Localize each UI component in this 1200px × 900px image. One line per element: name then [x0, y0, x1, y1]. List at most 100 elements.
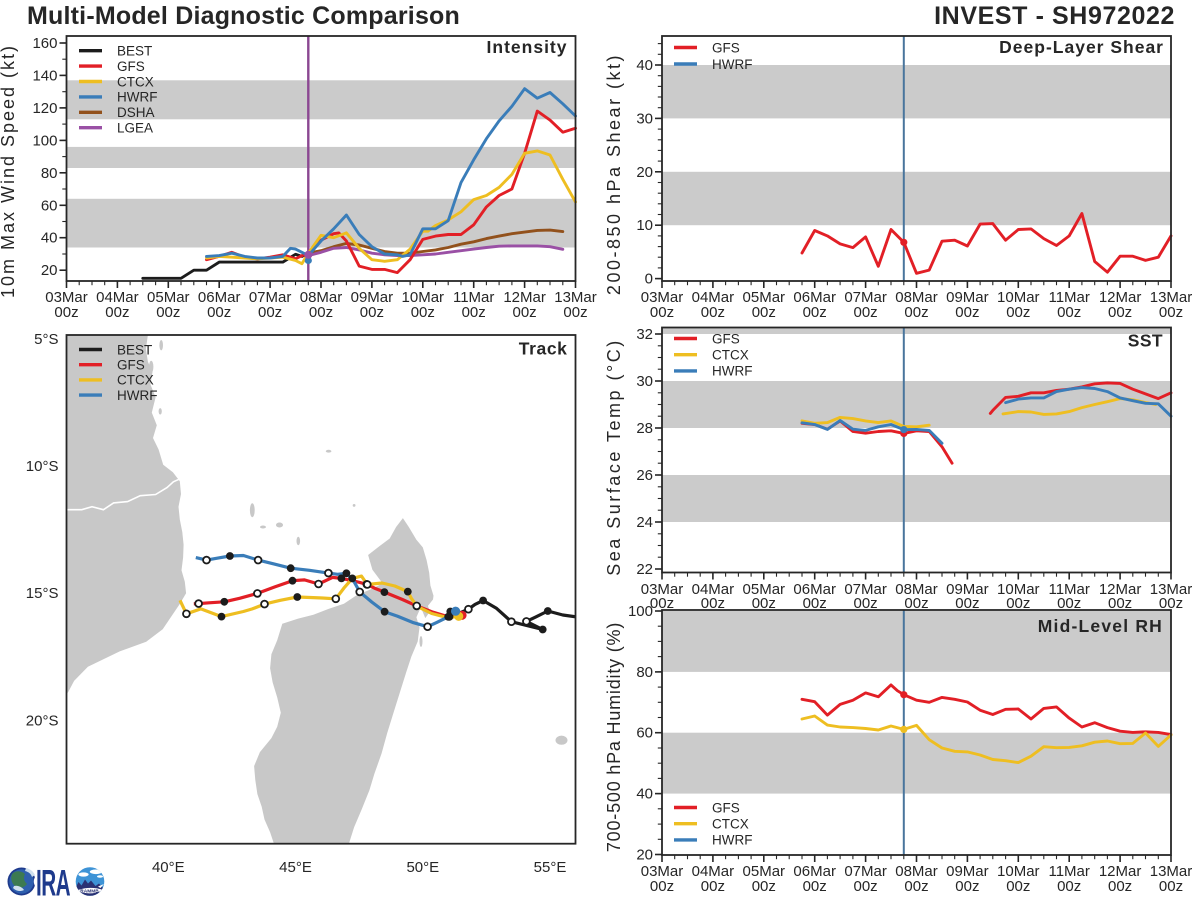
svg-text:13Mar: 13Mar	[554, 289, 597, 306]
svg-text:03Mar: 03Mar	[641, 863, 684, 880]
svg-text:00z: 00z	[701, 304, 725, 321]
svg-text:Sea Surface Temp (°C): Sea Surface Temp (°C)	[604, 338, 624, 575]
svg-text:40°E: 40°E	[152, 859, 185, 876]
svg-text:100: 100	[628, 603, 653, 620]
svg-text:12Mar: 12Mar	[1099, 581, 1142, 598]
svg-text:00z: 00z	[1006, 595, 1030, 612]
svg-text:00z: 00z	[701, 595, 725, 612]
svg-text:00z: 00z	[54, 304, 78, 321]
svg-text:00z: 00z	[1057, 304, 1081, 321]
svg-text:00z: 00z	[1159, 595, 1183, 612]
svg-text:00z: 00z	[105, 304, 129, 321]
svg-text:09Mar: 09Mar	[946, 289, 989, 306]
svg-text:160: 160	[32, 35, 57, 52]
svg-text:10Mar: 10Mar	[997, 863, 1040, 880]
svg-text:00z: 00z	[955, 304, 979, 321]
svg-text:15°S: 15°S	[26, 585, 59, 602]
svg-text:INVEST - SH972022: INVEST - SH972022	[934, 2, 1175, 30]
svg-text:04Mar: 04Mar	[692, 289, 735, 306]
svg-text:00z: 00z	[1057, 878, 1081, 895]
svg-text:30: 30	[636, 110, 653, 127]
svg-text:26: 26	[636, 467, 653, 484]
svg-text:20°S: 20°S	[26, 712, 59, 729]
svg-text:00z: 00z	[207, 304, 231, 321]
svg-text:100: 100	[32, 132, 57, 149]
svg-text:09Mar: 09Mar	[946, 581, 989, 598]
svg-text:20: 20	[636, 847, 653, 864]
svg-text:05Mar: 05Mar	[743, 289, 786, 306]
svg-text:00z: 00z	[1006, 878, 1030, 895]
svg-text:CTCX: CTCX	[712, 348, 749, 363]
svg-text:06Mar: 06Mar	[793, 289, 836, 306]
svg-text:HWRF: HWRF	[117, 90, 158, 105]
svg-text:10: 10	[636, 217, 653, 234]
svg-text:IRA: IRA	[36, 863, 70, 900]
svg-text:RAMMB: RAMMB	[80, 889, 99, 895]
svg-text:00z: 00z	[156, 304, 180, 321]
svg-text:HWRF: HWRF	[712, 833, 753, 848]
svg-text:00z: 00z	[650, 304, 674, 321]
svg-text:60: 60	[636, 725, 653, 742]
svg-text:40: 40	[41, 230, 58, 247]
svg-text:00z: 00z	[904, 595, 928, 612]
svg-text:00z: 00z	[955, 878, 979, 895]
svg-text:00z: 00z	[803, 878, 827, 895]
svg-text:00z: 00z	[904, 878, 928, 895]
svg-text:10Mar: 10Mar	[997, 581, 1040, 598]
svg-text:00z: 00z	[309, 304, 333, 321]
svg-text:11Mar: 11Mar	[1048, 863, 1089, 880]
svg-text:0: 0	[645, 271, 653, 288]
svg-text:00z: 00z	[1108, 878, 1132, 895]
svg-text:10°S: 10°S	[26, 458, 59, 475]
svg-text:09Mar: 09Mar	[946, 863, 989, 880]
svg-text:00z: 00z	[1108, 595, 1132, 612]
svg-text:00z: 00z	[513, 304, 537, 321]
svg-text:00z: 00z	[258, 304, 282, 321]
svg-text:120: 120	[32, 100, 57, 117]
svg-text:00z: 00z	[752, 878, 776, 895]
svg-text:04Mar: 04Mar	[692, 581, 735, 598]
svg-text:05Mar: 05Mar	[743, 581, 786, 598]
svg-text:GFS: GFS	[712, 40, 740, 55]
svg-text:55°E: 55°E	[534, 859, 567, 876]
svg-text:00z: 00z	[1006, 304, 1030, 321]
svg-text:12Mar: 12Mar	[1099, 289, 1142, 306]
svg-text:06Mar: 06Mar	[793, 863, 836, 880]
svg-text:60: 60	[41, 197, 58, 214]
svg-text:00z: 00z	[1159, 878, 1183, 895]
svg-text:13Mar: 13Mar	[1150, 863, 1193, 880]
svg-text:30: 30	[636, 373, 653, 390]
svg-text:00z: 00z	[955, 595, 979, 612]
svg-text:00z: 00z	[752, 595, 776, 612]
svg-text:Intensity: Intensity	[487, 37, 568, 57]
svg-text:GFS: GFS	[712, 331, 740, 346]
svg-text:80: 80	[41, 165, 58, 182]
svg-text:SST: SST	[1128, 331, 1163, 351]
svg-text:5°S: 5°S	[34, 331, 58, 348]
svg-text:DSHA: DSHA	[117, 105, 155, 120]
svg-text:GFS: GFS	[712, 800, 740, 815]
svg-text:00z: 00z	[854, 304, 878, 321]
svg-text:22: 22	[636, 561, 653, 578]
svg-text:GFS: GFS	[117, 59, 145, 74]
svg-text:00z: 00z	[1159, 304, 1183, 321]
svg-text:80: 80	[636, 664, 653, 681]
svg-text:GFS: GFS	[117, 358, 145, 373]
svg-text:CTCX: CTCX	[712, 817, 749, 832]
svg-text:08Mar: 08Mar	[895, 289, 938, 306]
svg-text:11Mar: 11Mar	[1048, 581, 1089, 598]
svg-text:10Mar: 10Mar	[402, 289, 445, 306]
svg-text:07Mar: 07Mar	[844, 289, 887, 306]
svg-text:140: 140	[32, 67, 57, 84]
svg-text:Mid-Level RH: Mid-Level RH	[1038, 616, 1163, 636]
svg-text:00z: 00z	[462, 304, 486, 321]
svg-text:00z: 00z	[563, 304, 587, 321]
svg-text:CTCX: CTCX	[117, 74, 154, 89]
svg-text:00z: 00z	[650, 595, 674, 612]
svg-text:03Mar: 03Mar	[641, 581, 684, 598]
svg-text:03Mar: 03Mar	[641, 289, 684, 306]
svg-text:04Mar: 04Mar	[692, 863, 735, 880]
svg-text:00z: 00z	[360, 304, 384, 321]
svg-text:04Mar: 04Mar	[96, 289, 139, 306]
svg-text:00z: 00z	[650, 878, 674, 895]
